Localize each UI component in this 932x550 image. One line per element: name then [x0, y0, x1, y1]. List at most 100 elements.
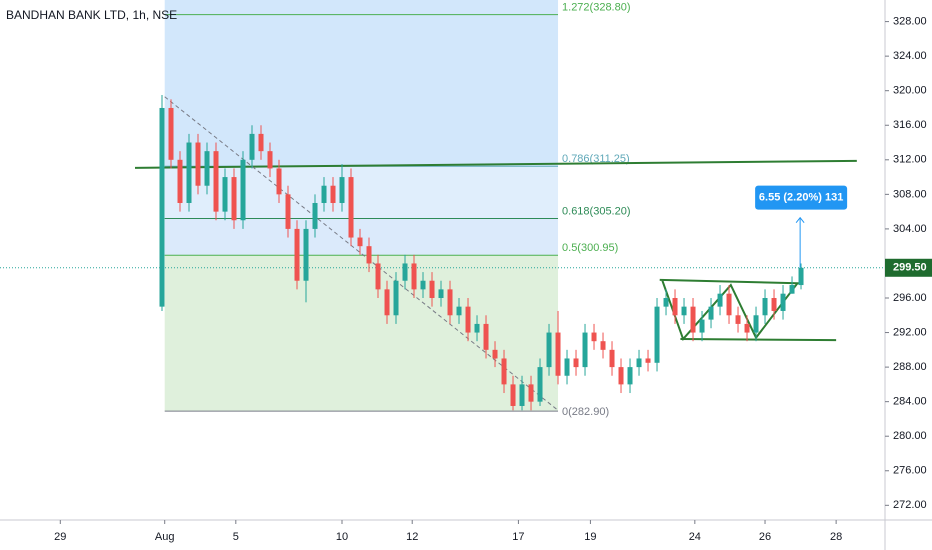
candle-body	[699, 319, 705, 333]
candle-body	[672, 298, 678, 316]
y-tick-label: 308.00	[893, 188, 927, 200]
trendline	[680, 338, 837, 342]
candle-body	[447, 289, 453, 316]
candle-body	[546, 332, 552, 368]
candle-body	[636, 358, 642, 368]
candle-body	[456, 306, 462, 316]
candle-body	[294, 228, 300, 281]
fib-zone	[164, 166, 559, 219]
candle-body	[519, 384, 525, 406]
trendline	[134, 159, 857, 169]
arrow-head	[795, 216, 805, 223]
candle-body	[501, 358, 507, 385]
candle-body	[222, 177, 228, 212]
x-tick-label: 17	[512, 531, 524, 543]
candle-body	[429, 280, 435, 299]
candle-body	[744, 323, 750, 333]
candle-body	[609, 349, 615, 368]
candle-body	[789, 285, 795, 294]
candle-body	[681, 306, 687, 316]
candle-body	[591, 332, 597, 342]
candle-body	[582, 332, 588, 368]
x-tick-label: 5	[233, 531, 239, 543]
candle-body	[258, 133, 264, 152]
candle-body	[357, 237, 363, 247]
candle-body	[528, 384, 534, 402]
x-tick-label: Aug	[155, 531, 175, 543]
candle-body	[204, 151, 210, 186]
candle-body	[717, 293, 723, 307]
candle-body	[474, 323, 480, 333]
candle-body	[600, 341, 606, 350]
candle-body	[312, 202, 318, 229]
candle-body	[708, 306, 714, 320]
last-price-label: 299.50	[893, 262, 927, 274]
candle-body	[762, 298, 768, 316]
candle-body	[618, 367, 624, 385]
chart-title: BANDHAN BANK LTD, 1h, NSE	[6, 8, 177, 22]
candle-body	[663, 298, 669, 307]
candle-body	[231, 177, 237, 221]
x-tick-label: 19	[584, 531, 596, 543]
candle-body	[393, 280, 399, 316]
candle-body	[384, 289, 390, 316]
candle-body	[510, 384, 516, 406]
candle-body	[330, 185, 336, 203]
y-tick-label: 280.00	[893, 430, 927, 442]
candle-body	[438, 289, 444, 299]
candle-body	[420, 280, 426, 290]
y-tick-label: 324.00	[893, 50, 927, 62]
candle-body	[249, 133, 255, 160]
candle-body	[177, 159, 183, 203]
candle-body	[690, 306, 696, 333]
candle-body	[285, 194, 291, 229]
y-tick-label: 284.00	[893, 396, 927, 408]
measure-label: 6.55 (2.20%) 131	[759, 192, 843, 204]
candle-body	[321, 185, 327, 203]
x-tick-label: 12	[406, 531, 418, 543]
candle-body	[159, 107, 165, 307]
x-tick-label: 24	[689, 531, 701, 543]
measure-box	[755, 185, 848, 210]
candle-body	[492, 349, 498, 359]
y-tick-label: 328.00	[893, 16, 927, 28]
y-tick-label: 316.00	[893, 119, 927, 131]
fib-zone	[164, 255, 559, 412]
candle-body	[465, 306, 471, 333]
y-tick-label: 296.00	[893, 292, 927, 304]
candle-body	[186, 142, 192, 203]
fib-zone	[164, 218, 559, 256]
y-tick-label: 272.00	[893, 499, 927, 511]
candle-body	[537, 367, 543, 402]
candle-body	[573, 358, 579, 368]
candle-body	[780, 293, 786, 311]
fib-label: 0.618(305.20)	[562, 205, 631, 217]
candle-body	[375, 263, 381, 290]
trendline	[659, 278, 803, 285]
plot-area: 1.272(328.80) 0.786(311.25) 0.618(305.20) 0…	[0, 0, 885, 418]
candle-body	[654, 306, 660, 363]
y-tick-label: 276.00	[893, 465, 927, 477]
y-tick-label: 320.00	[893, 85, 927, 97]
candle-body	[555, 332, 561, 376]
fib-label: 0.786(311.25)	[562, 153, 630, 165]
candle-body	[627, 367, 633, 385]
x-tick-label: 26	[759, 531, 771, 543]
fib-label: 1.272(328.80)	[562, 2, 631, 14]
candle-body	[303, 228, 309, 281]
y-tick-label: 312.00	[893, 154, 927, 166]
fib-zone	[164, 0, 559, 167]
candle-body	[213, 151, 219, 212]
x-tick-label: 28	[830, 531, 842, 543]
y-tick-label: 288.00	[893, 361, 927, 373]
fib-label: 0(282.90)	[562, 406, 609, 418]
candle-body	[411, 263, 417, 290]
candle-body	[366, 246, 372, 264]
candle-body	[339, 177, 345, 203]
candle-body	[483, 323, 489, 350]
candle-body	[348, 177, 354, 238]
candle-body	[267, 151, 273, 169]
candle-body	[240, 159, 246, 221]
candle-body	[753, 315, 759, 333]
